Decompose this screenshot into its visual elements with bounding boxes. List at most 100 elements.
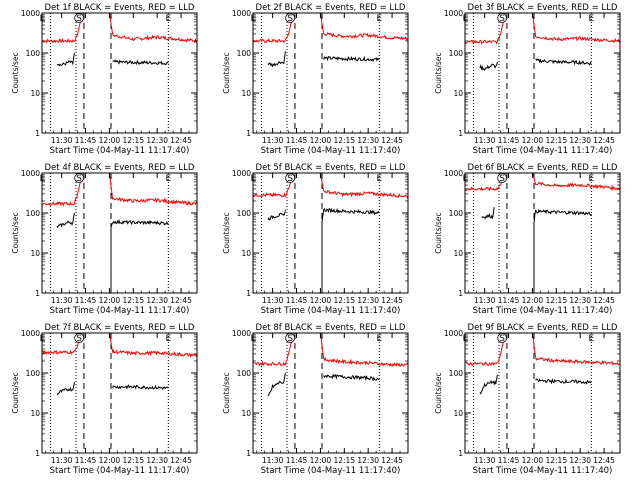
plot-frame (252, 172, 409, 294)
x-tick-label: 12:45 (381, 136, 403, 145)
x-tick-label: 11:45 (286, 456, 308, 465)
x-tick-label: 12:30 (357, 136, 379, 145)
lld-series-line (464, 172, 506, 192)
x-tick-label: 11:30 (474, 136, 496, 145)
lld-series-line (41, 172, 83, 207)
event-marker-label: E (588, 174, 594, 184)
y-tick-label: 1000 (21, 329, 40, 338)
events-series-line (323, 55, 380, 63)
x-tick-label: 12:15 (122, 136, 144, 145)
y-tick-label: 1000 (232, 329, 251, 338)
events-series-line (56, 52, 75, 67)
x-tick-label: 12:45 (170, 456, 192, 465)
lld-series-line (252, 332, 294, 367)
panel-title: Det 2f BLACK = Events, RED = LLD (256, 3, 406, 13)
x-tick-label: 11:45 (75, 296, 97, 305)
x-axis-label: Start Time (04-May-11 11:17:40) (261, 306, 401, 316)
y-tick-label: 1000 (444, 329, 463, 338)
event-marker-label: S (499, 174, 505, 184)
y-axis-label: Counts/sec (222, 372, 231, 413)
x-tick-label: 12:45 (593, 456, 615, 465)
events-series-line (535, 378, 592, 385)
y-tick-label: 1 (458, 289, 463, 298)
events-series-line (535, 58, 592, 66)
x-tick-label: 12:45 (381, 456, 403, 465)
x-tick-label: 11:45 (75, 136, 97, 145)
event-marker-label: S (287, 174, 293, 184)
y-axis-label: Counts/sec (434, 212, 443, 253)
y-tick-label: 10 (30, 409, 40, 418)
x-tick-label: 12:00 (99, 456, 121, 465)
y-tick-label: 1 (246, 289, 251, 298)
lld-series-line (108, 12, 198, 44)
x-tick-label: 12:00 (99, 136, 121, 145)
x-tick-label: 12:00 (310, 456, 332, 465)
x-tick-label: 12:00 (310, 296, 332, 305)
y-tick-label: 1 (246, 449, 251, 458)
x-tick-label: 12:30 (146, 296, 168, 305)
x-axis-label: Start Time (04-May-11 11:17:40) (473, 146, 613, 156)
x-tick-label: 12:30 (357, 296, 379, 305)
x-tick-label: 12:00 (522, 456, 544, 465)
event-marker-label: E (588, 14, 594, 24)
y-tick-label: 10 (453, 89, 463, 98)
x-tick-label: 12:15 (122, 456, 144, 465)
y-tick-label: 10 (241, 89, 251, 98)
plot-frame (252, 332, 409, 454)
plot-frame (464, 332, 621, 454)
panel-title: Det 3f BLACK = Events, RED = LLD (468, 3, 618, 13)
lld-series-line (41, 332, 83, 355)
event-marker-label: S (76, 334, 82, 344)
x-tick-label: 11:30 (51, 456, 73, 465)
y-tick-label: 100 (26, 209, 41, 218)
lld-series-line (108, 172, 198, 206)
y-tick-label: 1000 (444, 9, 463, 18)
lld-series-line (108, 332, 198, 358)
x-tick-label: 12:00 (99, 296, 121, 305)
y-tick-label: 1 (35, 289, 40, 298)
events-series-line (481, 207, 495, 220)
plot-frame (41, 172, 198, 294)
lld-series-line (531, 332, 621, 366)
y-tick-label: 1000 (21, 169, 40, 178)
x-tick-label: 12:45 (170, 296, 192, 305)
plot-frame (252, 12, 409, 134)
x-tick-label: 12:15 (545, 136, 567, 145)
panel-title: Det 9f BLACK = Events, RED = LLD (468, 323, 618, 333)
x-tick-label: 12:45 (381, 296, 403, 305)
y-tick-label: 10 (30, 249, 40, 258)
event-marker-label: S (287, 334, 293, 344)
events-series-line (533, 208, 592, 293)
y-tick-label: 1 (458, 449, 463, 458)
x-tick-label: 12:30 (146, 136, 168, 145)
events-series-line (267, 209, 286, 221)
x-tick-label: 12:30 (569, 296, 591, 305)
event-marker-label: S (499, 14, 505, 24)
x-tick-label: 11:30 (262, 296, 284, 305)
x-tick-label: 11:45 (498, 136, 520, 145)
panel-title: Det 7f BLACK = Events, RED = LLD (45, 323, 195, 333)
x-tick-label: 12:45 (170, 136, 192, 145)
events-series-line (479, 61, 498, 72)
y-tick-label: 100 (449, 209, 464, 218)
event-marker-label: E (376, 174, 382, 184)
y-tick-label: 1000 (232, 169, 251, 178)
x-tick-label: 12:30 (357, 456, 379, 465)
lld-series-line (319, 172, 409, 199)
y-tick-label: 100 (449, 369, 464, 378)
x-axis-label: Start Time (04-May-11 11:17:40) (261, 466, 401, 476)
lld-series-line (41, 12, 83, 44)
y-axis-label: Counts/sec (11, 212, 20, 253)
plot-frame (464, 12, 621, 134)
plot-frame (41, 332, 198, 454)
events-series-line (56, 212, 75, 229)
events-series-line (267, 51, 286, 68)
x-tick-label: 12:30 (146, 456, 168, 465)
y-tick-label: 100 (449, 49, 464, 58)
